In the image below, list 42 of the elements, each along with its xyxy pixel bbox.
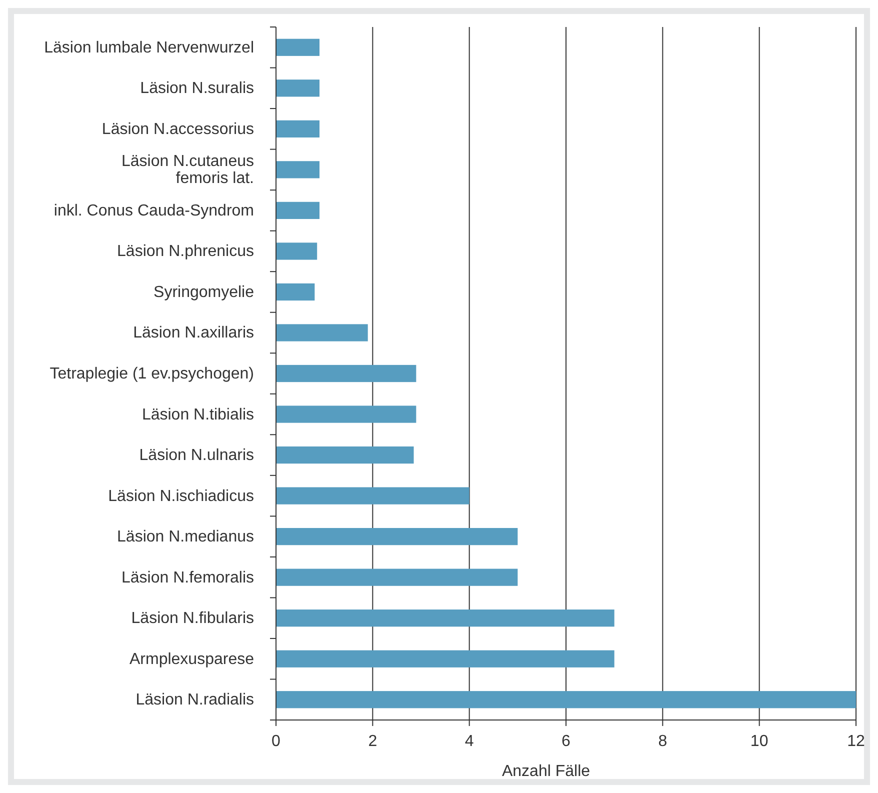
bar [276,568,518,586]
bar [276,283,315,301]
bar [276,691,856,708]
bar [276,120,320,138]
y-tick-label: Läsion N.phrenicus [117,242,254,260]
bar [276,161,320,178]
y-tick-label: Läsion N.tibialis [142,406,254,423]
bar [276,202,320,219]
x-tick-label: 8 [658,733,668,750]
bar [276,38,320,56]
bar [276,650,614,668]
y-tick-label: Armplexusparese [130,650,254,668]
x-axis-title: Anzahl Fälle [502,763,590,780]
y-tick-label: Läsion N.cutaneus femoris lat. [121,152,254,187]
bar [276,487,470,504]
y-tick-label: Läsion N.ulnaris [139,446,254,464]
bar [276,610,614,627]
y-tick-label: inkl. Conus Cauda-Syndrom [54,202,254,219]
y-tick-label: Läsion N.medianus [117,528,254,546]
y-tick-label: Läsion lumbale Nervenwurzel [44,38,254,56]
x-tick-label: 6 [562,733,571,750]
x-tick-label: 4 [464,733,474,750]
bar [276,528,518,546]
bar [276,406,416,423]
y-tick-label: Läsion N.accessorius [102,120,254,138]
x-tick-label: 10 [750,733,768,750]
bar [276,446,414,464]
x-tick-label: 12 [847,733,865,750]
y-tick-label: Läsion N.suralis [140,80,254,97]
x-tick-label: 0 [272,733,281,750]
y-tick-label: Läsion N.femoralis [122,568,254,586]
bar [276,364,416,382]
y-tick-label: Läsion N.axillaris [133,324,254,342]
bar [276,80,320,97]
bar [276,242,318,260]
y-tick-label: Läsion N.radialis [136,691,254,708]
bar [276,324,368,342]
y-tick-label: Läsion N.fibularis [131,610,254,627]
y-tick-label: Syringomyelie [154,283,254,300]
y-tick-label: Tetraplegie (1 ev.psychogen) [50,365,254,382]
x-tick-label: 2 [368,733,378,750]
y-tick-label: Läsion N.ischiadicus [108,487,254,504]
